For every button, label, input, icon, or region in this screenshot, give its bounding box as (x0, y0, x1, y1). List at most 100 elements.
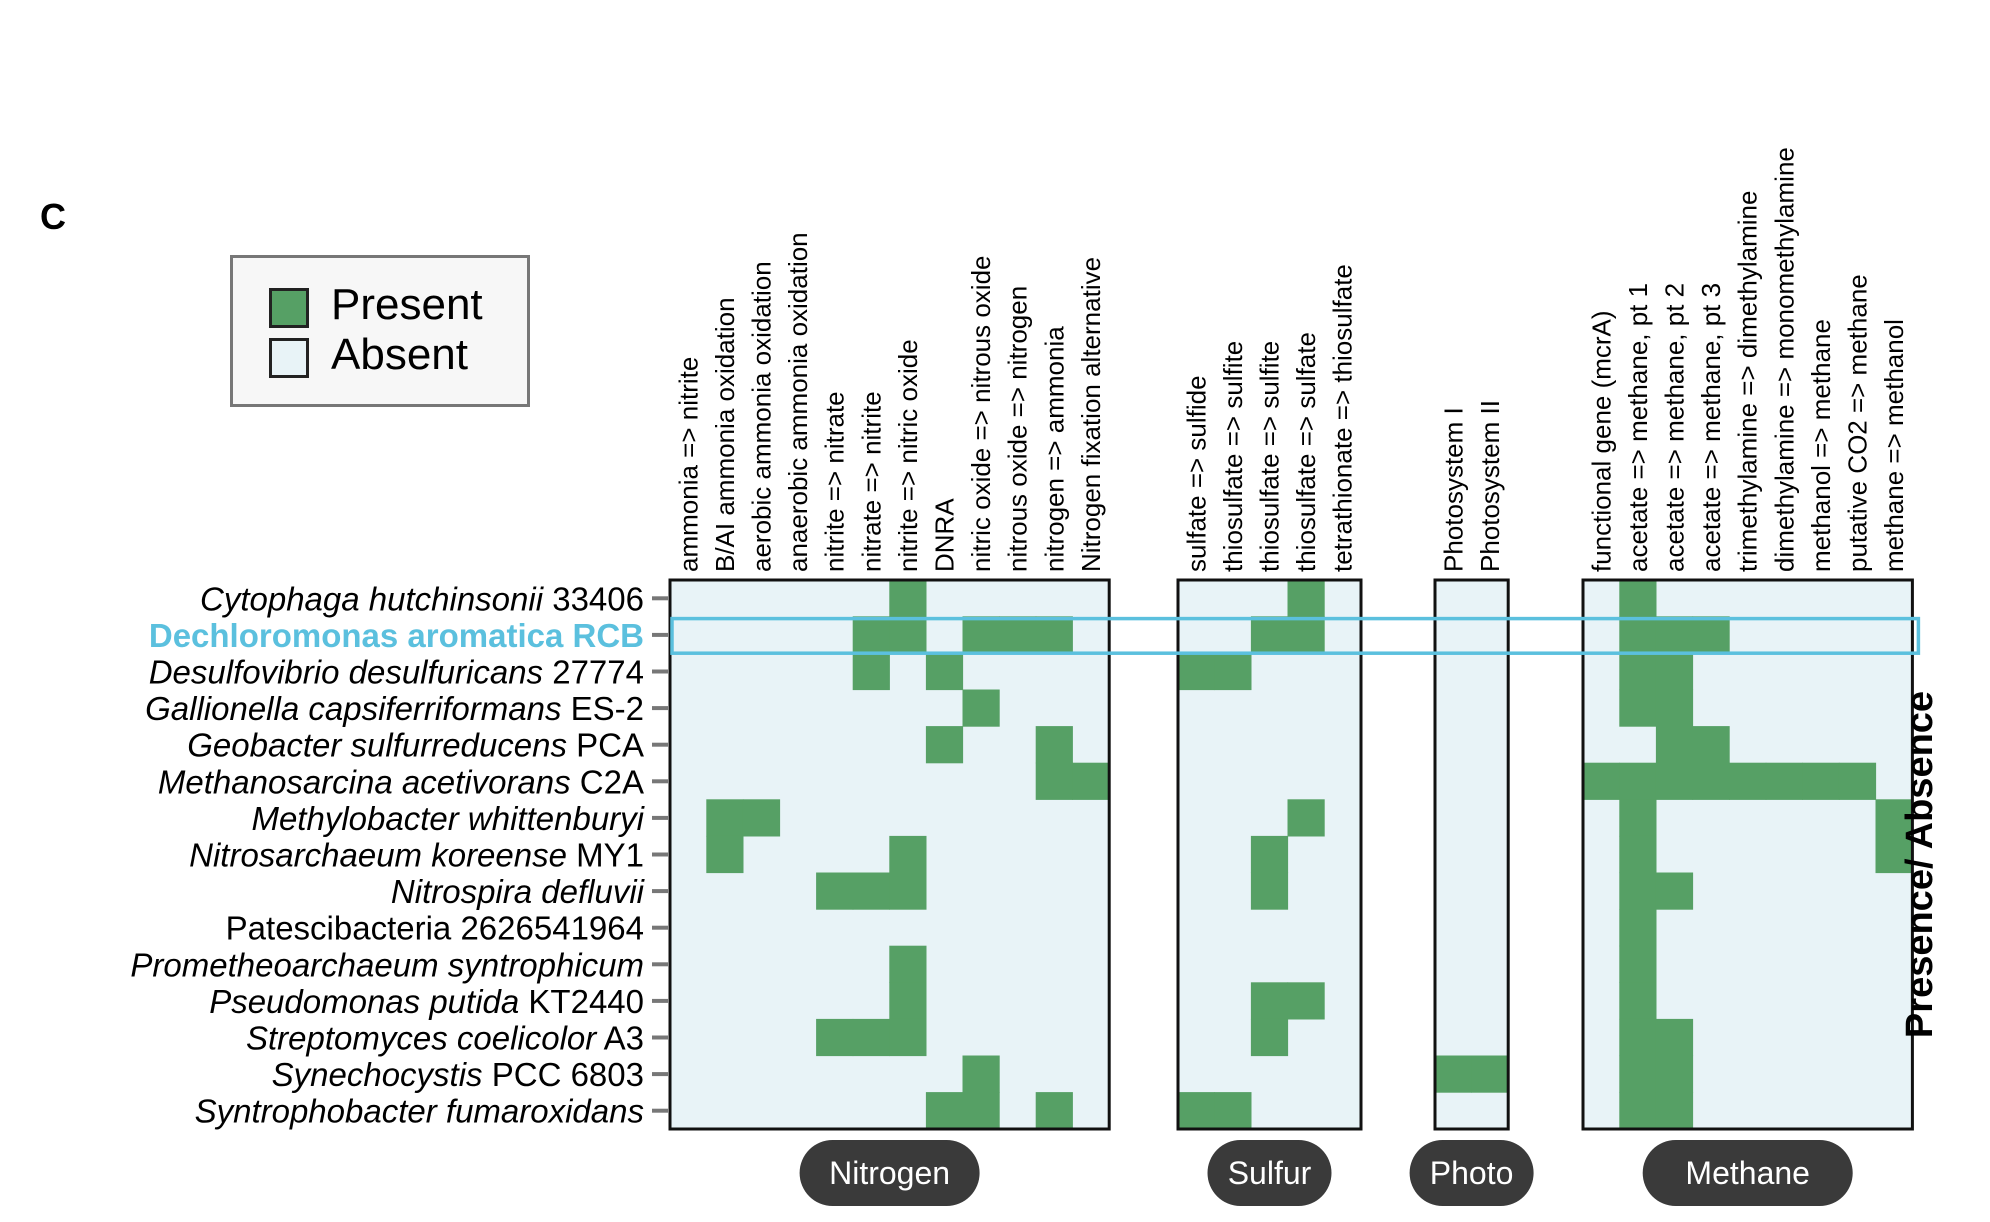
cell-methane-5-6 (1802, 762, 1840, 800)
cell-methane-5-7 (1838, 762, 1877, 800)
methane-frame (1581, 578, 1914, 1131)
row-label-strain: KT2440 (519, 983, 644, 1020)
row-label-strain: ES-2 (561, 690, 644, 727)
column-label-nitrogen-4: nitrite => nitrate (820, 391, 850, 572)
row-label-strain: 33406 (543, 580, 644, 617)
column-label-nitrogen-9: nitrous oxide => nitrogen (1003, 286, 1033, 572)
row-label-species: Methanosarcina acetivorans (158, 763, 571, 800)
cell-nitrogen-8-5 (852, 872, 890, 910)
column-label-sulfur-2: thiosulfate => sulfite (1255, 341, 1285, 572)
column-label-nitrogen-0: ammonia => nitrite (673, 357, 703, 572)
column-label-methane-4: trimethylamine => dimethylamine (1733, 191, 1763, 573)
row-label-species: Methylobacter whittenburyi (251, 800, 645, 837)
row-label-strain: PCC 6803 (483, 1056, 644, 1093)
row-label-strain: Dechloromonas aromatica RCB (149, 617, 644, 654)
cell-sulfur-11-3 (1287, 982, 1325, 1020)
cell-nitrogen-10-6 (889, 945, 927, 983)
cell-methane-1-3 (1692, 616, 1730, 654)
cell-methane-5-2 (1655, 762, 1694, 800)
row-label-strain: A3 (596, 1020, 644, 1057)
sulfur-frame (1176, 578, 1363, 1131)
cell-nitrogen-8-6 (889, 872, 927, 910)
cell-methane-2-2 (1655, 652, 1694, 691)
cell-nitrogen-2-5 (852, 652, 890, 691)
row-label-3: Gallionella capsiferriformans ES-2 (145, 690, 644, 727)
group-pill-methane (1642, 1140, 1853, 1206)
cell-nitrogen-7-1 (706, 835, 744, 874)
cell-nitrogen-3-8 (962, 689, 1000, 727)
cell-nitrogen-6-2 (742, 799, 781, 837)
cell-sulfur-11-2 (1250, 982, 1289, 1020)
row-label-strain: MY1 (567, 837, 644, 874)
row-label-species: Nitrosarchaeum koreense (189, 837, 567, 874)
column-label-methane-1: acetate => methane, pt 1 (1623, 283, 1653, 572)
cell-methane-5-1 (1619, 762, 1657, 800)
cell-methane-13-1 (1619, 1055, 1657, 1093)
row-label-11: Pseudomonas putida KT2440 (209, 983, 644, 1020)
row-label-strain: Patescibacteria 2626541964 (226, 910, 644, 947)
photo-background (1435, 580, 1509, 1129)
cell-methane-3-1 (1619, 689, 1657, 727)
legend-present-label: Present (331, 280, 483, 329)
cell-methane-3-2 (1655, 689, 1694, 727)
cell-nitrogen-1-9 (999, 616, 1037, 654)
row-label-12: Streptomyces coelicolor A3 (246, 1020, 644, 1057)
cell-nitrogen-4-7 (925, 726, 964, 764)
row-label-1: Dechloromonas aromatica RCB (149, 617, 644, 654)
cell-nitrogen-1-8 (962, 616, 1000, 654)
group-label-methane: Methane (1685, 1155, 1810, 1191)
column-label-methane-3: acetate => methane, pt 3 (1696, 283, 1726, 572)
cell-methane-11-1 (1619, 982, 1657, 1020)
cell-methane-0-1 (1619, 579, 1657, 617)
column-label-nitrogen-8: nitric oxide => nitrous oxide (966, 255, 996, 572)
column-label-nitrogen-2: aerobic ammonia oxidation (747, 261, 777, 572)
column-label-methane-6: methanol => methane (1806, 319, 1836, 572)
group-pill-sulfur (1207, 1140, 1332, 1206)
legend-absent-swatch (269, 338, 309, 378)
cell-nitrogen-2-7 (925, 652, 964, 691)
row-label-10: Prometheoarchaeum syntrophicum (130, 946, 644, 983)
cell-nitrogen-14-8 (962, 1092, 1000, 1130)
row-label-14: Syntrophobacter fumaroxidans (195, 1093, 644, 1130)
row-label-species: Cytophaga hutchinsonii (200, 580, 545, 617)
group-pill-photo (1409, 1140, 1534, 1206)
row-label-species: Desulfovibrio desulfuricans (149, 654, 543, 691)
row-label-species: Pseudomonas putida (209, 983, 519, 1020)
cell-sulfur-6-3 (1287, 799, 1325, 837)
group-label-nitrogen: Nitrogen (829, 1155, 950, 1191)
column-label-nitrogen-1: B/AI ammonia oxidation (710, 297, 740, 572)
cell-nitrogen-12-6 (889, 1018, 927, 1057)
cell-nitrogen-5-10 (1035, 762, 1073, 800)
cell-methane-5-3 (1692, 762, 1730, 800)
column-label-nitrogen-10: nitrogen => ammonia (1039, 326, 1069, 572)
row-label-strain: C2A (571, 763, 644, 800)
column-label-methane-5: dimethylamine => monomethylamine (1769, 147, 1799, 572)
row-label-0: Cytophaga hutchinsonii 33406 (200, 580, 644, 617)
row-label-species: Geobacter sulfurreducens (187, 727, 567, 764)
column-label-methane-0: functional gene (mcrA) (1586, 310, 1616, 572)
column-label-sulfur-4: tetrathionate => thiosulfate (1328, 264, 1358, 572)
cell-nitrogen-12-4 (816, 1018, 854, 1057)
column-label-nitrogen-6: nitrite => nitric oxide (893, 339, 923, 572)
cell-methane-5-4 (1729, 762, 1767, 800)
highlight-box (670, 616, 1921, 655)
cell-methane-7-8 (1875, 835, 1913, 874)
cell-nitrogen-4-10 (1035, 726, 1073, 764)
column-label-methane-2: acetate => methane, pt 2 (1660, 283, 1690, 572)
row-label-species: Streptomyces coelicolor (246, 1020, 598, 1057)
group-label-photo: Photo (1430, 1155, 1514, 1191)
column-label-methane-8: methane => methanol (1879, 319, 1909, 572)
group-pill-nitrogen (799, 1140, 980, 1206)
column-label-nitrogen-5: nitrate => nitrite (856, 391, 886, 572)
cell-sulfur-14-0 (1177, 1092, 1215, 1130)
column-label-nitrogen-7: DNRA (930, 498, 960, 572)
cell-nitrogen-14-10 (1035, 1092, 1073, 1130)
column-label-nitrogen-3: anaerobic ammonia oxidation (783, 232, 813, 572)
row-label-species: Nitrospira defluvii (391, 873, 646, 910)
row-label-4: Geobacter sulfurreducens PCA (187, 727, 644, 764)
row-label-8: Nitrospira defluvii (391, 873, 646, 910)
row-label-strain: 27774 (543, 654, 644, 691)
row-label-species: Synechocystis (272, 1056, 483, 1093)
row-label-6: Methylobacter whittenburyi (251, 800, 645, 837)
